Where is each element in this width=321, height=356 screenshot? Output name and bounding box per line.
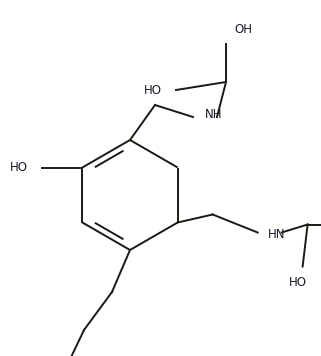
- Text: HO: HO: [144, 84, 162, 96]
- Text: HO: HO: [10, 161, 28, 174]
- Text: NH: NH: [205, 109, 222, 121]
- Text: HO: HO: [289, 277, 307, 289]
- Text: HN: HN: [268, 228, 285, 241]
- Text: OH: OH: [234, 23, 252, 36]
